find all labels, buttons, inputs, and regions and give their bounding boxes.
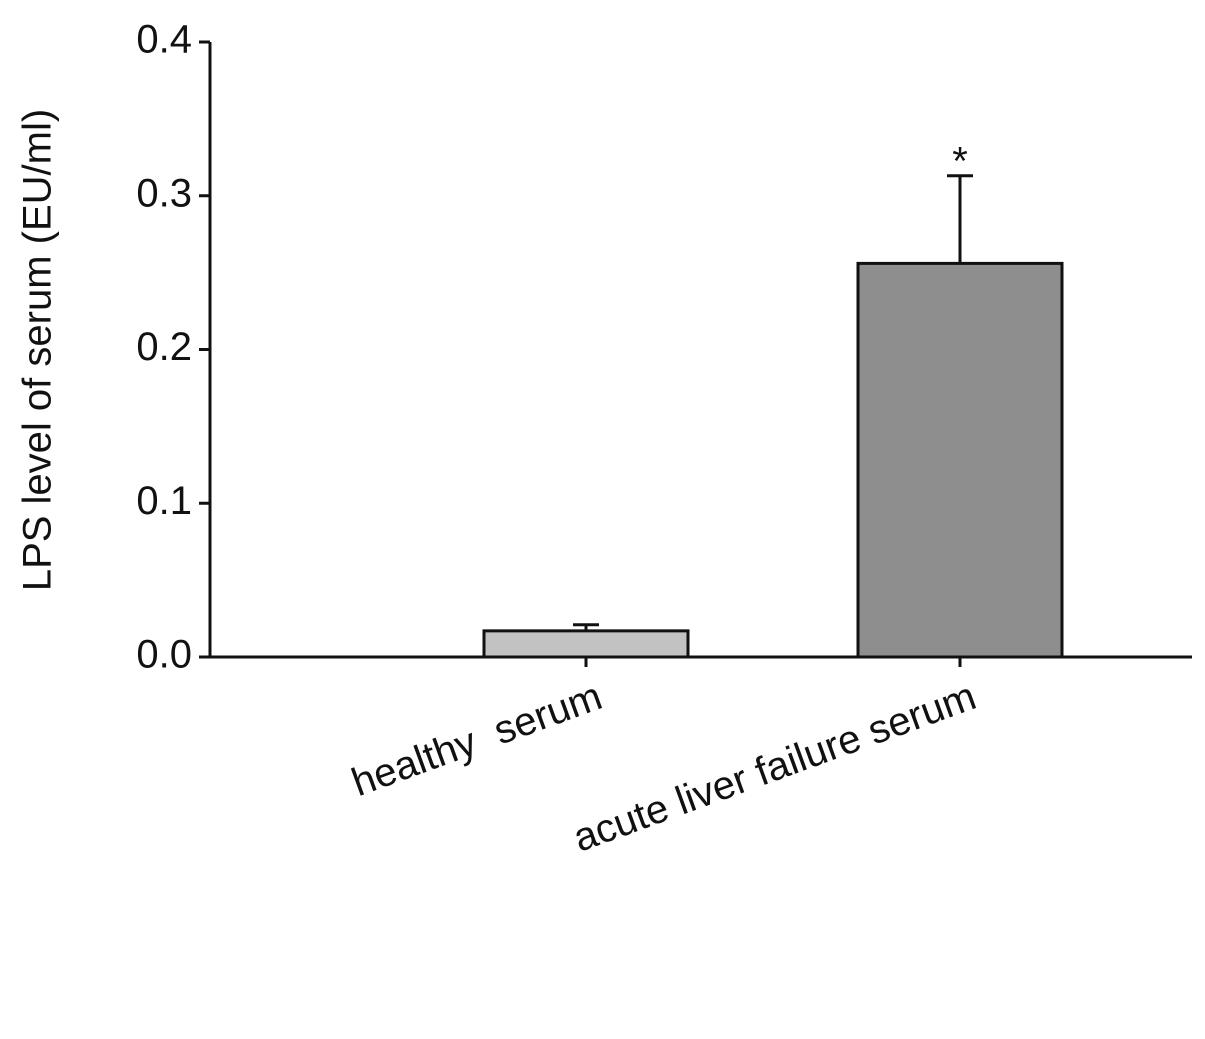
y-tick-label: 0.1 — [136, 479, 192, 523]
y-tick-label: 0.2 — [136, 325, 192, 369]
x-tick-label: healthy serum — [346, 674, 608, 805]
bar — [856, 261, 1064, 659]
y-tick-label: 0.3 — [136, 171, 192, 215]
bar — [482, 629, 690, 659]
y-tick-label: 0.4 — [136, 18, 192, 62]
y-axis-label: LPS level of serum (EU/ml) — [16, 109, 60, 591]
y-tick-label: 0.0 — [136, 633, 192, 677]
significance-mark: * — [952, 139, 968, 183]
x-tick-label: acute liver failure serum — [568, 674, 982, 861]
